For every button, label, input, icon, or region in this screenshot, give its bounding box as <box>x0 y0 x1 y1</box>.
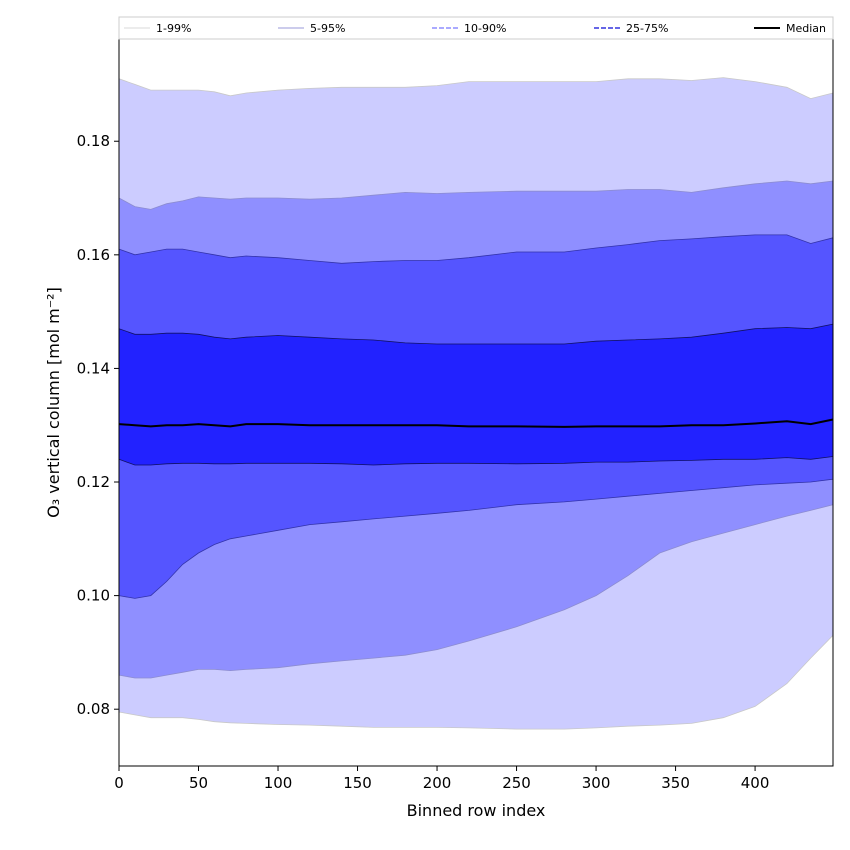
y-tick-label: 0.12 <box>77 473 110 491</box>
x-axis-ticks: 0 50 100 150 200 250 300 350 400 <box>114 766 769 792</box>
legend-label: 1-99% <box>156 22 191 35</box>
x-tick-label: 50 <box>189 774 208 792</box>
y-tick-label: 0.14 <box>77 359 110 377</box>
x-tick-label: 350 <box>661 774 690 792</box>
x-tick-label: 300 <box>582 774 611 792</box>
median-line <box>118 418 834 428</box>
band-upper-edge <box>118 234 834 264</box>
x-axis-label: Binned row index <box>407 801 546 820</box>
band-lower-edge <box>118 478 834 599</box>
band-lower-edge <box>118 504 834 679</box>
y-tick-label: 0.18 <box>77 132 110 150</box>
legend-label: 10-90% <box>464 22 506 35</box>
y-tick-label: 0.16 <box>77 246 110 264</box>
x-tick-label: 250 <box>502 774 531 792</box>
legend-label: 5-95% <box>310 22 345 35</box>
y-axis-ticks: 0.08 0.10 0.12 0.14 0.16 0.18 <box>77 132 119 718</box>
y-axis-label: O₃ vertical column [mol m⁻²] <box>44 287 63 518</box>
legend-label: 25-75% <box>626 22 668 35</box>
band-lower-edge <box>118 456 834 466</box>
band-upper-edge <box>118 77 834 100</box>
y-tick-label: 0.10 <box>77 587 110 605</box>
x-tick-label: 150 <box>343 774 372 792</box>
percentile-bands <box>118 77 834 730</box>
band-25-75pct <box>119 324 833 465</box>
x-tick-label: 0 <box>114 774 124 792</box>
x-tick-label: 400 <box>741 774 770 792</box>
band-lower-edge <box>118 635 834 730</box>
band-upper-edge <box>118 323 834 345</box>
band-upper-edge <box>118 180 834 210</box>
y-tick-label: 0.08 <box>77 700 110 718</box>
legend: 1-99% 5-95% 10-90% 25-75% Median <box>118 16 834 40</box>
median-series <box>118 418 834 428</box>
legend-label: Median <box>786 22 826 35</box>
legend-box <box>118 16 834 40</box>
x-tick-label: 100 <box>264 774 293 792</box>
x-tick-label: 200 <box>423 774 452 792</box>
